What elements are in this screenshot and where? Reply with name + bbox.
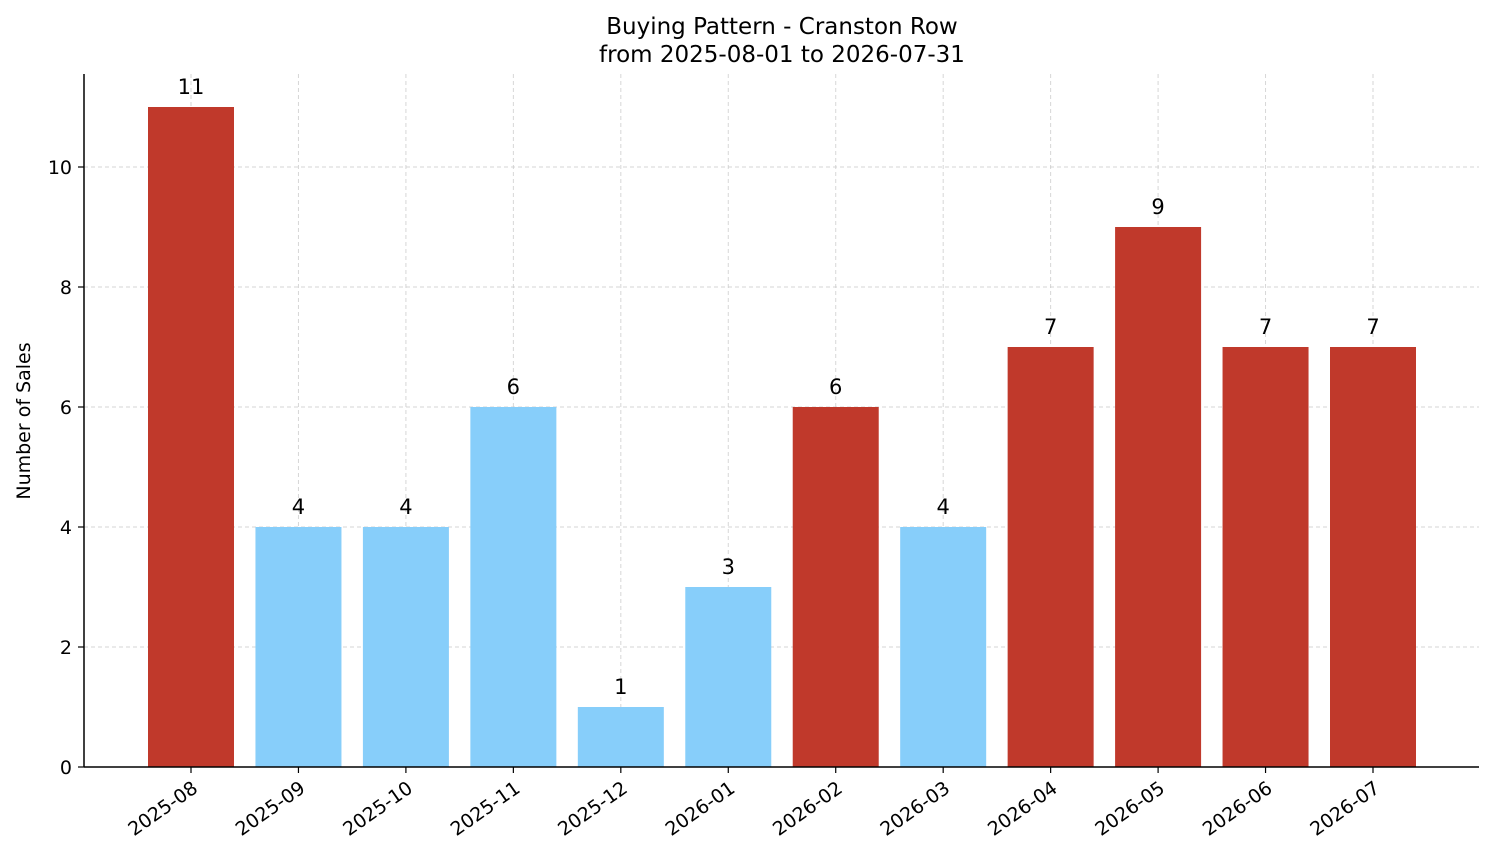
bars-layer [148,107,1416,767]
bar [148,107,234,767]
bar-data-label: 9 [1151,195,1164,219]
bar-data-label: 3 [722,555,735,579]
bar [577,707,664,767]
bar [255,527,342,767]
x-tick-label: 2025-09 [232,777,310,841]
bar [470,407,557,767]
bar [362,527,449,767]
x-tick-label: 2026-04 [984,777,1062,841]
x-tick-label: 2026-06 [1199,777,1277,841]
x-tick-label: 2025-11 [447,777,525,841]
bar [1007,347,1094,767]
y-tick-label: 10 [48,157,72,179]
x-tick-label: 2026-01 [661,777,739,841]
y-tick-label: 6 [60,397,72,419]
bar-data-label: 11 [178,75,205,99]
data-labels-layer: 11 4 4 6 1 3 6 4 7 9 7 7 [178,75,1380,699]
x-tick-label: 2025-10 [339,777,417,841]
bar-data-label: 4 [292,495,305,519]
bar-data-label: 7 [1259,315,1272,339]
bar-data-label: 7 [1366,315,1379,339]
chart-title: Buying Pattern - Cranston Row [606,14,958,40]
bar [900,527,987,767]
y-tick-label: 0 [60,757,72,779]
bar [685,587,772,767]
bar [1330,347,1416,767]
bar [792,407,879,767]
x-tick-label: 2026-02 [769,777,847,841]
chart-subtitle: from 2025-08-01 to 2026-07-31 [599,42,965,68]
bar-data-label: 4 [399,495,412,519]
bar [1222,347,1309,767]
y-axis-label: Number of Sales [13,342,35,499]
x-tick-label: 2026-05 [1091,777,1169,841]
bar-data-label: 4 [936,495,949,519]
y-tick-label: 2 [60,637,72,659]
bar-data-label: 1 [614,675,627,699]
y-tick-label: 8 [60,277,72,299]
y-tick-label: 4 [60,517,72,539]
x-tick-label: 2025-08 [124,777,202,841]
bar-data-label: 6 [829,375,842,399]
x-tick-label: 2025-12 [554,777,632,841]
x-tick-label: 2026-03 [876,777,954,841]
x-tick-label: 2026-07 [1306,777,1384,841]
bar [1115,227,1202,767]
bar-data-label: 6 [507,375,520,399]
bar-data-label: 7 [1044,315,1057,339]
